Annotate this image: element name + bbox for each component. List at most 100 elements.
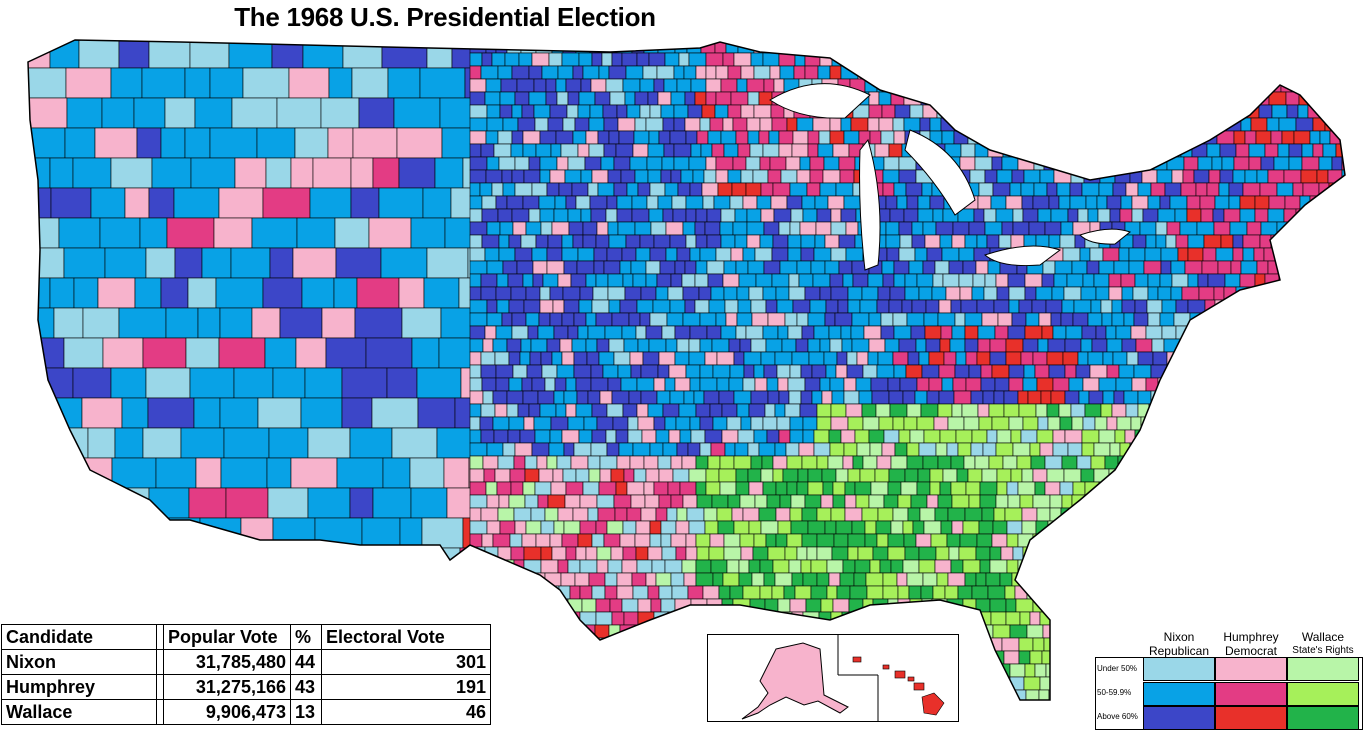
county: [118, 307, 167, 339]
county: [596, 221, 609, 236]
county: [552, 468, 564, 483]
county: [818, 130, 831, 145]
county: [934, 559, 952, 574]
county: [979, 559, 991, 574]
county: [1235, 91, 1254, 106]
county: [631, 572, 647, 587]
county: [621, 52, 638, 67]
county: [831, 390, 845, 405]
county: [1106, 364, 1120, 379]
county: [988, 78, 1006, 93]
county: [511, 104, 523, 119]
county: [1040, 117, 1052, 132]
county: [592, 286, 609, 301]
county: [512, 364, 528, 379]
county: [1004, 78, 1023, 93]
county: [904, 468, 919, 483]
county: [644, 494, 660, 509]
county: [1111, 403, 1127, 418]
county: [811, 364, 827, 379]
county: [819, 338, 831, 353]
county: [1087, 208, 1099, 223]
county: [1140, 52, 1157, 67]
county: [1062, 40, 1080, 54]
county: [909, 429, 925, 444]
county: [848, 40, 860, 54]
county: [1020, 40, 1037, 54]
county: [667, 611, 686, 626]
county: [1183, 117, 1200, 132]
county: [502, 117, 519, 132]
county: [240, 517, 274, 549]
county: [1176, 598, 1194, 613]
county: [218, 337, 266, 369]
county: [778, 390, 790, 405]
county: [699, 377, 718, 392]
county: [1069, 143, 1086, 158]
county: [698, 286, 712, 301]
county: [1135, 338, 1153, 353]
county: [523, 169, 541, 184]
county: [64, 127, 96, 159]
county: [748, 559, 761, 574]
county: [1327, 169, 1343, 184]
county: [549, 312, 563, 327]
county: [647, 703, 661, 716]
county: [501, 169, 513, 184]
county: [689, 247, 701, 262]
county: [1246, 468, 1259, 483]
county: [1323, 481, 1335, 496]
county: [582, 221, 598, 236]
county: [712, 572, 724, 587]
county: [753, 364, 765, 379]
county: [1281, 507, 1297, 522]
county: [845, 221, 859, 236]
county: [522, 130, 541, 145]
county: [1239, 195, 1256, 210]
county: [763, 572, 776, 587]
hawaii-shape: [852, 656, 945, 716]
county: [521, 377, 533, 392]
county: [673, 104, 689, 119]
county: [747, 442, 760, 457]
county: [975, 78, 990, 93]
county: [995, 273, 1009, 288]
county: [1216, 312, 1232, 327]
county: [632, 663, 651, 678]
county: [1074, 78, 1092, 93]
county: [1061, 611, 1078, 626]
county: [585, 546, 598, 561]
county: [1348, 495, 1362, 508]
county: [1256, 260, 1269, 275]
county: [715, 247, 732, 262]
county: [695, 559, 712, 574]
county: [958, 546, 977, 561]
county: [988, 455, 1004, 470]
county: [510, 286, 527, 301]
county: [998, 52, 1017, 67]
county: [1229, 221, 1248, 236]
county: [926, 494, 939, 509]
county: [576, 260, 595, 275]
county: [607, 286, 626, 301]
county: [1246, 598, 1263, 613]
county: [492, 338, 508, 353]
county: [820, 494, 834, 509]
county: [1108, 559, 1121, 574]
county: [1032, 351, 1048, 366]
county: [1114, 429, 1126, 444]
county: [494, 468, 511, 483]
county: [540, 351, 553, 366]
county: [269, 247, 294, 279]
county: [549, 169, 566, 184]
county: [561, 533, 579, 548]
county: [712, 416, 728, 431]
county: [952, 377, 967, 392]
county: [939, 429, 957, 444]
county: [640, 364, 659, 379]
county: [1063, 286, 1082, 301]
county: [1162, 390, 1180, 405]
county: [469, 286, 482, 301]
county: [1087, 546, 1101, 561]
county: [890, 520, 904, 535]
